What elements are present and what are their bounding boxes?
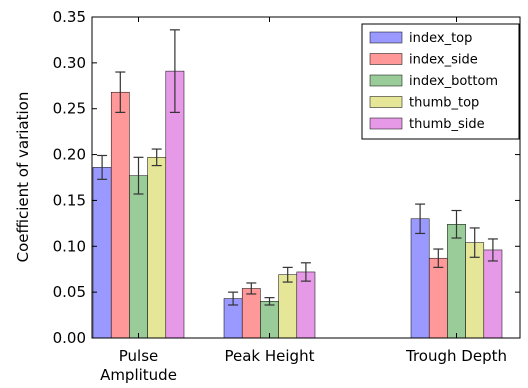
y-tick-label-2: 0.10 (53, 237, 86, 255)
bars-layer (92, 70, 503, 339)
legend-swatch-index_top (369, 31, 403, 44)
y-tick-label-4: 0.20 (53, 146, 86, 164)
bar-index_side-1 (241, 288, 261, 339)
bar-index_side-0 (110, 91, 130, 339)
bar-index_bottom-1 (260, 301, 279, 339)
x-tick-label-0: Pulse Amplitude (100, 347, 177, 384)
error-bars-layer (97, 29, 498, 306)
y-tick-label-5: 0.25 (53, 100, 86, 118)
legend-swatch-index_side (369, 53, 403, 65)
bar-thumb_top-1 (278, 274, 298, 339)
legend-label-thumb_top: thumb_top (409, 96, 479, 111)
x-axis: Pulse Amplitude Peak Height Trough Depth (100, 17, 507, 384)
y-tick-label-7: 0.35 (53, 8, 86, 26)
legend-swatch-thumb_top (369, 96, 403, 108)
bar-index_top-0 (92, 167, 112, 339)
bar-index_side-2 (428, 257, 448, 339)
bar-index_top-2 (410, 218, 430, 339)
legend-swatch-index_bottom (369, 74, 403, 87)
y-tick-label-1: 0.05 (53, 283, 86, 301)
y-tick-label-3: 0.15 (53, 191, 86, 209)
bar-thumb_side-2 (483, 249, 503, 339)
legend-label-thumb_side: thumb_side (409, 117, 485, 132)
legend: index_top index_side index_bottom thumb_top… (361, 23, 520, 140)
bar-index_bottom-2 (447, 224, 466, 339)
y-tick-label-0: 0.00 (53, 329, 86, 347)
x-tick-label-2: Trough Depth (405, 347, 507, 365)
legend-label-index_bottom: index_bottom (409, 74, 498, 89)
legend-label-index_top: index_top (409, 31, 472, 46)
bar-index_bottom-0 (129, 175, 148, 339)
y-axis-title: Coefficient of variation (14, 92, 32, 263)
plot-frame (91, 16, 521, 339)
bar-thumb_side-1 (296, 271, 316, 339)
y-tick-label-6: 0.30 (53, 54, 86, 72)
y-axis: 0.00 0.05 0.10 0.15 0.20 0.25 0.30 0.35 (53, 8, 520, 347)
bar-thumb_top-0 (147, 157, 167, 339)
legend-label-index_side: index_side (409, 53, 478, 68)
x-tick-label-1: Peak Height (225, 347, 315, 365)
legend-swatch-thumb_side (369, 117, 403, 130)
